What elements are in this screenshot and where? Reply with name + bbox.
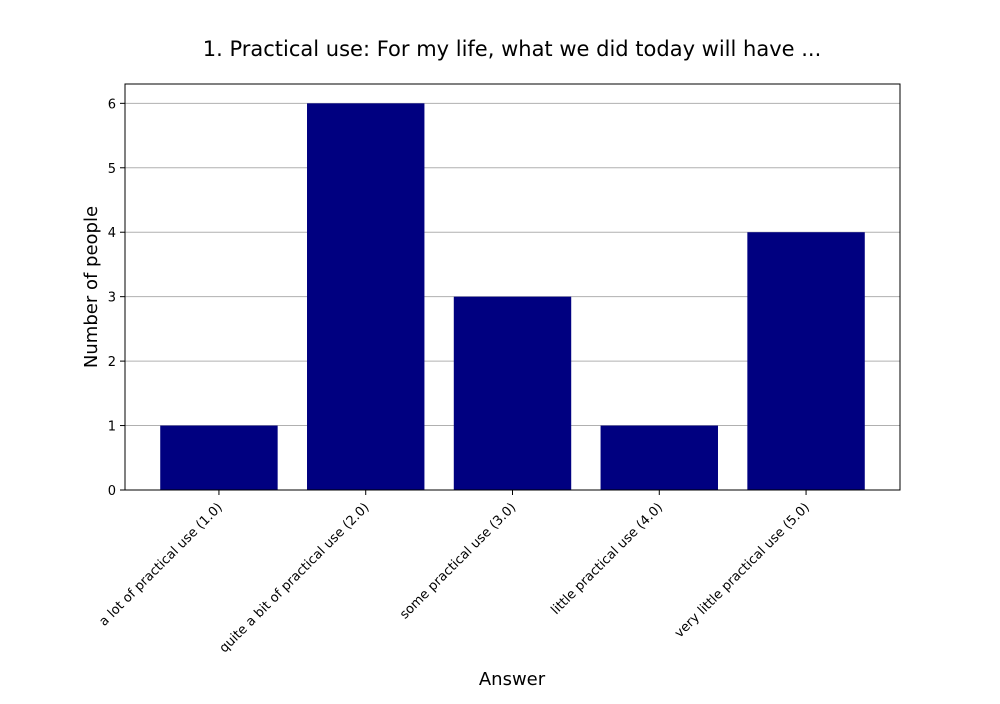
bar (160, 425, 278, 490)
y-axis-ticks: 0 1 2 3 4 5 6 (108, 97, 125, 499)
bar (307, 103, 425, 490)
x-tick-label: quite a bit of practical use (2.0) (217, 500, 373, 656)
y-tick-label: 5 (108, 162, 116, 177)
x-axis-ticks: a lot of practical use (1.0)quite a bit … (97, 490, 813, 656)
x-tick-label: some practical use (3.0) (397, 500, 519, 622)
x-tick-label: very little practical use (5.0) (672, 500, 813, 641)
bars (160, 103, 865, 490)
y-axis-label: Number of people (81, 206, 102, 368)
x-axis-label: Answer (479, 669, 546, 690)
y-tick-label: 1 (108, 420, 116, 435)
x-tick-label: a lot of practical use (1.0) (97, 500, 226, 629)
bar (600, 425, 718, 490)
x-tick-label: little practical use (4.0) (548, 500, 666, 618)
bar (453, 296, 572, 490)
bar (747, 232, 865, 490)
y-tick-label: 4 (108, 226, 116, 241)
y-tick-label: 6 (108, 97, 116, 112)
y-tick-label: 3 (108, 291, 116, 306)
y-tick-label: 0 (108, 484, 116, 499)
y-tick-label: 2 (108, 355, 116, 370)
chart-title: 1. Practical use: For my life, what we d… (203, 37, 822, 61)
